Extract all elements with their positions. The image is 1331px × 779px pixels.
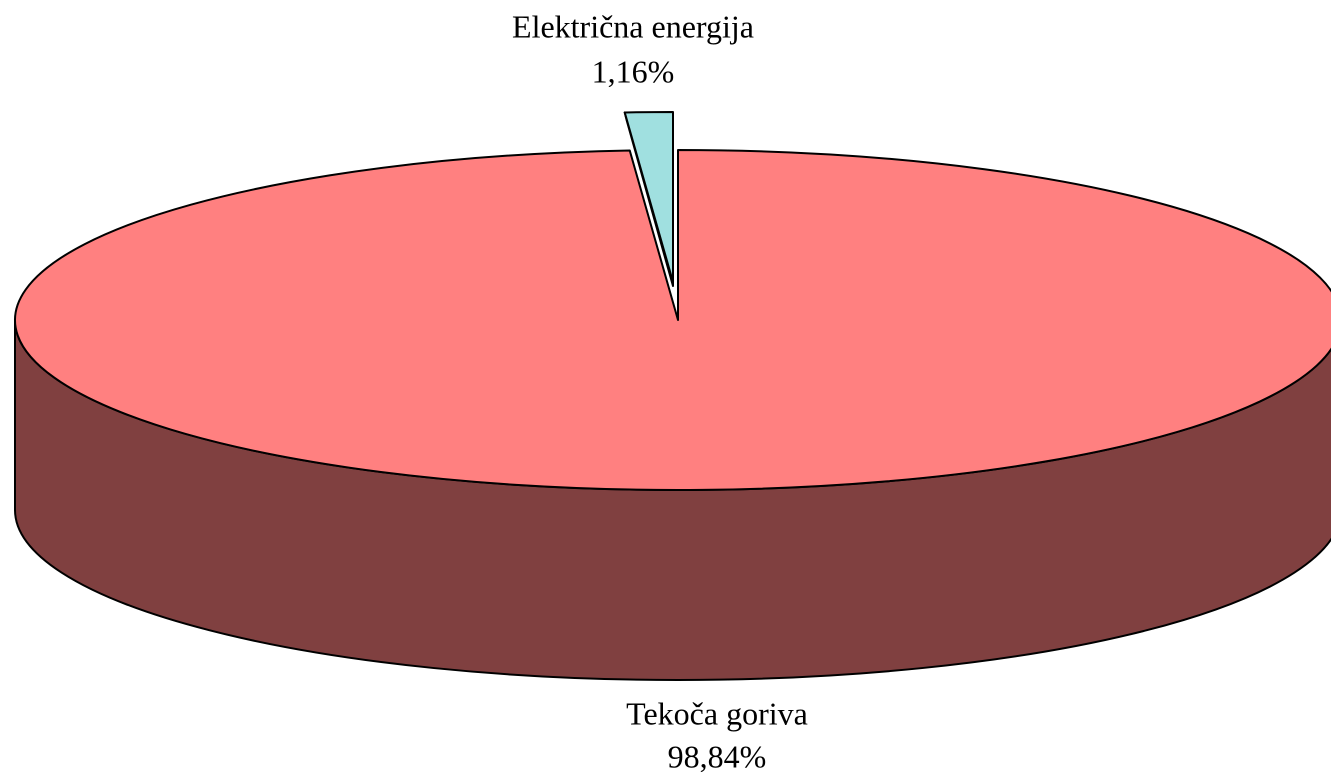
slice-top (14, 149, 1331, 491)
slice-label: Tekoča goriva (626, 695, 808, 731)
slice-top (623, 111, 674, 283)
pie-slice (14, 149, 1331, 681)
slice-value-label: 98,84% (668, 738, 767, 774)
slice-label: Električna energija (512, 8, 754, 44)
pie-slice (623, 111, 674, 287)
slice-value-label: 1,16% (592, 53, 675, 89)
